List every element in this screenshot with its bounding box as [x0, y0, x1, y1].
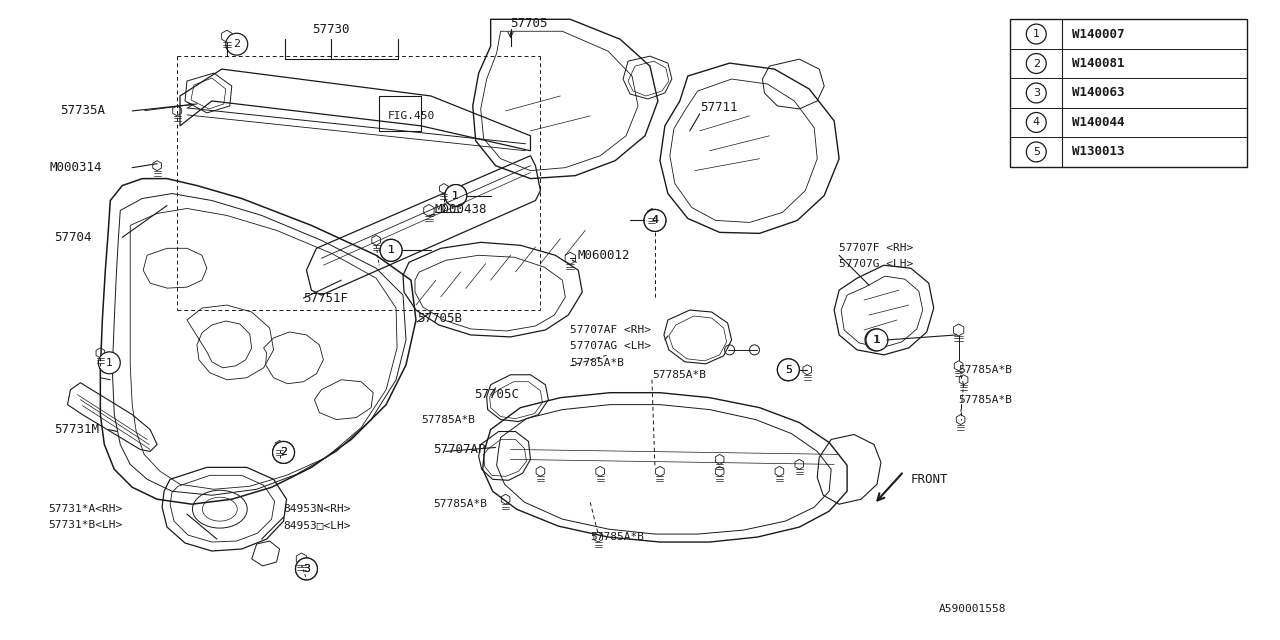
Circle shape — [380, 239, 402, 261]
Circle shape — [445, 184, 467, 207]
Text: W130013: W130013 — [1073, 145, 1125, 159]
Text: W140044: W140044 — [1073, 116, 1125, 129]
Text: M060012: M060012 — [577, 249, 630, 262]
Text: 57707AF <RH>: 57707AF <RH> — [571, 325, 652, 335]
Circle shape — [273, 442, 294, 463]
Text: A590001558: A590001558 — [938, 604, 1006, 614]
Text: 1: 1 — [452, 191, 460, 200]
Text: W140063: W140063 — [1073, 86, 1125, 99]
Text: 1: 1 — [106, 358, 113, 368]
Text: 1: 1 — [388, 245, 394, 255]
Circle shape — [777, 359, 799, 381]
Text: 5: 5 — [785, 365, 792, 375]
Circle shape — [445, 184, 467, 207]
Text: 57785A*B: 57785A*B — [421, 415, 475, 424]
Text: 3: 3 — [1033, 88, 1039, 98]
Text: 5: 5 — [785, 365, 792, 375]
Text: 57785A*B: 57785A*B — [959, 365, 1012, 375]
Text: 3: 3 — [303, 564, 310, 574]
Text: 57704: 57704 — [55, 231, 92, 244]
Text: 2: 2 — [280, 447, 287, 458]
Circle shape — [1027, 142, 1046, 162]
Text: 57735A: 57735A — [60, 104, 105, 117]
Text: 57705: 57705 — [511, 17, 548, 30]
Text: 84953N<RH>: 84953N<RH> — [284, 504, 351, 514]
Circle shape — [865, 329, 887, 351]
Text: 57785A*B: 57785A*B — [590, 532, 644, 542]
Text: 57711: 57711 — [700, 101, 737, 115]
Circle shape — [1027, 83, 1046, 103]
Circle shape — [1027, 24, 1046, 44]
Text: 2: 2 — [280, 447, 287, 458]
Text: 1: 1 — [873, 335, 881, 345]
Text: 57707AP: 57707AP — [433, 443, 485, 456]
Text: 57705C: 57705C — [474, 388, 518, 401]
Text: 2: 2 — [1033, 58, 1039, 68]
Circle shape — [296, 558, 317, 580]
Text: 57707F <RH>: 57707F <RH> — [840, 243, 914, 253]
Circle shape — [644, 209, 666, 232]
Circle shape — [99, 352, 120, 374]
Text: 57751F: 57751F — [303, 292, 348, 305]
Text: FIG.450: FIG.450 — [388, 111, 435, 121]
Text: 4: 4 — [1033, 118, 1039, 127]
Text: 2: 2 — [233, 39, 241, 49]
Text: 57707AG <LH>: 57707AG <LH> — [571, 341, 652, 351]
Text: M000438: M000438 — [435, 203, 488, 216]
Text: 4: 4 — [652, 216, 658, 225]
Text: 5: 5 — [1033, 147, 1039, 157]
Text: 1: 1 — [388, 245, 394, 255]
Circle shape — [644, 209, 666, 232]
Text: 57731*B<LH>: 57731*B<LH> — [49, 520, 123, 530]
Circle shape — [296, 558, 317, 580]
Text: 57785A*B: 57785A*B — [652, 370, 707, 380]
Text: 57731*A<RH>: 57731*A<RH> — [49, 504, 123, 514]
Text: W140081: W140081 — [1073, 57, 1125, 70]
Text: 84953□<LH>: 84953□<LH> — [284, 520, 351, 530]
Text: 1: 1 — [452, 191, 460, 200]
Circle shape — [777, 359, 799, 381]
Text: 57731M: 57731M — [55, 423, 100, 436]
Text: 57785A*B: 57785A*B — [433, 499, 486, 509]
Text: M000314: M000314 — [50, 161, 102, 174]
Circle shape — [380, 239, 402, 261]
Text: 1: 1 — [1033, 29, 1039, 39]
Text: 57705B: 57705B — [417, 312, 462, 324]
Text: 57785A*B: 57785A*B — [571, 358, 625, 368]
Circle shape — [225, 33, 248, 55]
Circle shape — [273, 442, 294, 463]
Bar — [1010, 19, 1247, 166]
Circle shape — [1027, 54, 1046, 74]
Text: 3: 3 — [303, 564, 310, 574]
Text: 4: 4 — [652, 216, 658, 225]
Circle shape — [867, 329, 888, 351]
Circle shape — [1027, 113, 1046, 132]
Text: W140007: W140007 — [1073, 28, 1125, 40]
Text: 57785A*B: 57785A*B — [959, 395, 1012, 404]
Text: 57707G <LH>: 57707G <LH> — [840, 259, 914, 269]
Text: FRONT: FRONT — [911, 473, 948, 486]
Text: 1: 1 — [873, 335, 879, 345]
Text: 57730: 57730 — [312, 23, 351, 36]
